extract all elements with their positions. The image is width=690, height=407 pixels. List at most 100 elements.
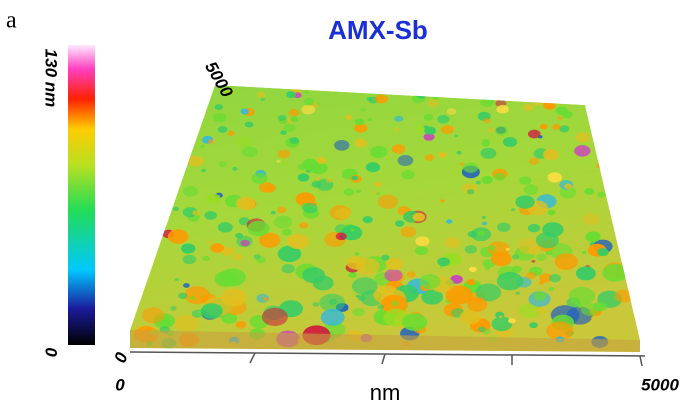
surface [130, 85, 640, 352]
texture [467, 189, 475, 194]
texture [425, 154, 435, 161]
texture [343, 188, 354, 196]
texture [547, 172, 562, 182]
texture [412, 94, 425, 103]
texture [373, 293, 379, 297]
texture [463, 162, 478, 173]
texture [215, 104, 223, 110]
texture [335, 208, 351, 219]
title: AMX-Sb [328, 15, 428, 45]
texture [523, 104, 534, 112]
texture [432, 95, 438, 99]
texture [298, 173, 310, 181]
texture [386, 258, 403, 270]
texture [495, 126, 509, 136]
texture [183, 283, 190, 288]
texture [584, 188, 594, 195]
texture [355, 252, 360, 255]
texture [384, 269, 402, 282]
texture [538, 135, 542, 138]
texture [277, 207, 286, 213]
texture [312, 181, 322, 188]
texture [377, 304, 384, 309]
texture [228, 131, 235, 136]
texture [329, 299, 338, 305]
texture [482, 222, 487, 226]
texture [313, 302, 320, 307]
texture [394, 127, 400, 131]
texture [251, 173, 267, 184]
texture [240, 109, 248, 115]
texture [213, 113, 226, 122]
texture [304, 91, 309, 94]
texture [401, 227, 417, 238]
texture [536, 254, 546, 261]
texture [540, 124, 548, 129]
x-axis-line [130, 352, 645, 356]
texture [518, 86, 530, 94]
texture [282, 162, 288, 167]
texture [496, 105, 509, 114]
texture [236, 321, 247, 329]
texture [596, 163, 603, 168]
texture [555, 253, 578, 269]
texture [557, 116, 562, 120]
texture [497, 222, 511, 232]
texture [585, 231, 600, 242]
texture [303, 203, 318, 213]
texture [441, 125, 454, 134]
texture [254, 254, 261, 259]
texture [351, 228, 355, 231]
texture [236, 197, 255, 210]
texture [482, 141, 490, 147]
texture [282, 229, 292, 236]
texture [284, 124, 296, 132]
texture [543, 101, 555, 110]
texture [575, 132, 590, 142]
texture [352, 176, 359, 181]
texture [427, 99, 438, 107]
texture [367, 118, 372, 121]
texture [419, 274, 440, 289]
texture [576, 267, 596, 281]
texture [402, 313, 427, 331]
texture [536, 308, 545, 314]
texture [248, 221, 270, 236]
texture [181, 243, 195, 253]
texture [363, 216, 373, 223]
texture [175, 315, 199, 332]
texture [511, 208, 515, 211]
texture [394, 88, 400, 92]
colorbar-bottom-label: 0 [42, 347, 61, 357]
texture [420, 92, 424, 95]
texture [438, 96, 444, 101]
texture [440, 199, 444, 202]
texture [424, 114, 434, 121]
texture [287, 234, 309, 249]
texture [494, 173, 505, 181]
texture [321, 309, 345, 326]
texture [446, 219, 452, 223]
texture [533, 99, 544, 107]
texture [347, 256, 366, 269]
colorbar [68, 45, 95, 345]
texture [192, 210, 199, 215]
texture [415, 246, 428, 255]
texture [302, 267, 325, 283]
texture [299, 222, 308, 229]
texture [488, 245, 495, 250]
texture [526, 272, 536, 279]
texture [482, 216, 486, 219]
texture [218, 126, 228, 133]
texture [210, 243, 224, 253]
texture [524, 184, 539, 194]
texture [135, 326, 140, 329]
texture [424, 127, 436, 135]
texture [480, 97, 494, 107]
texture [142, 307, 165, 323]
texture [374, 182, 382, 187]
texture [206, 194, 220, 204]
texture [260, 98, 265, 101]
texture [315, 177, 319, 180]
texture [562, 111, 573, 118]
